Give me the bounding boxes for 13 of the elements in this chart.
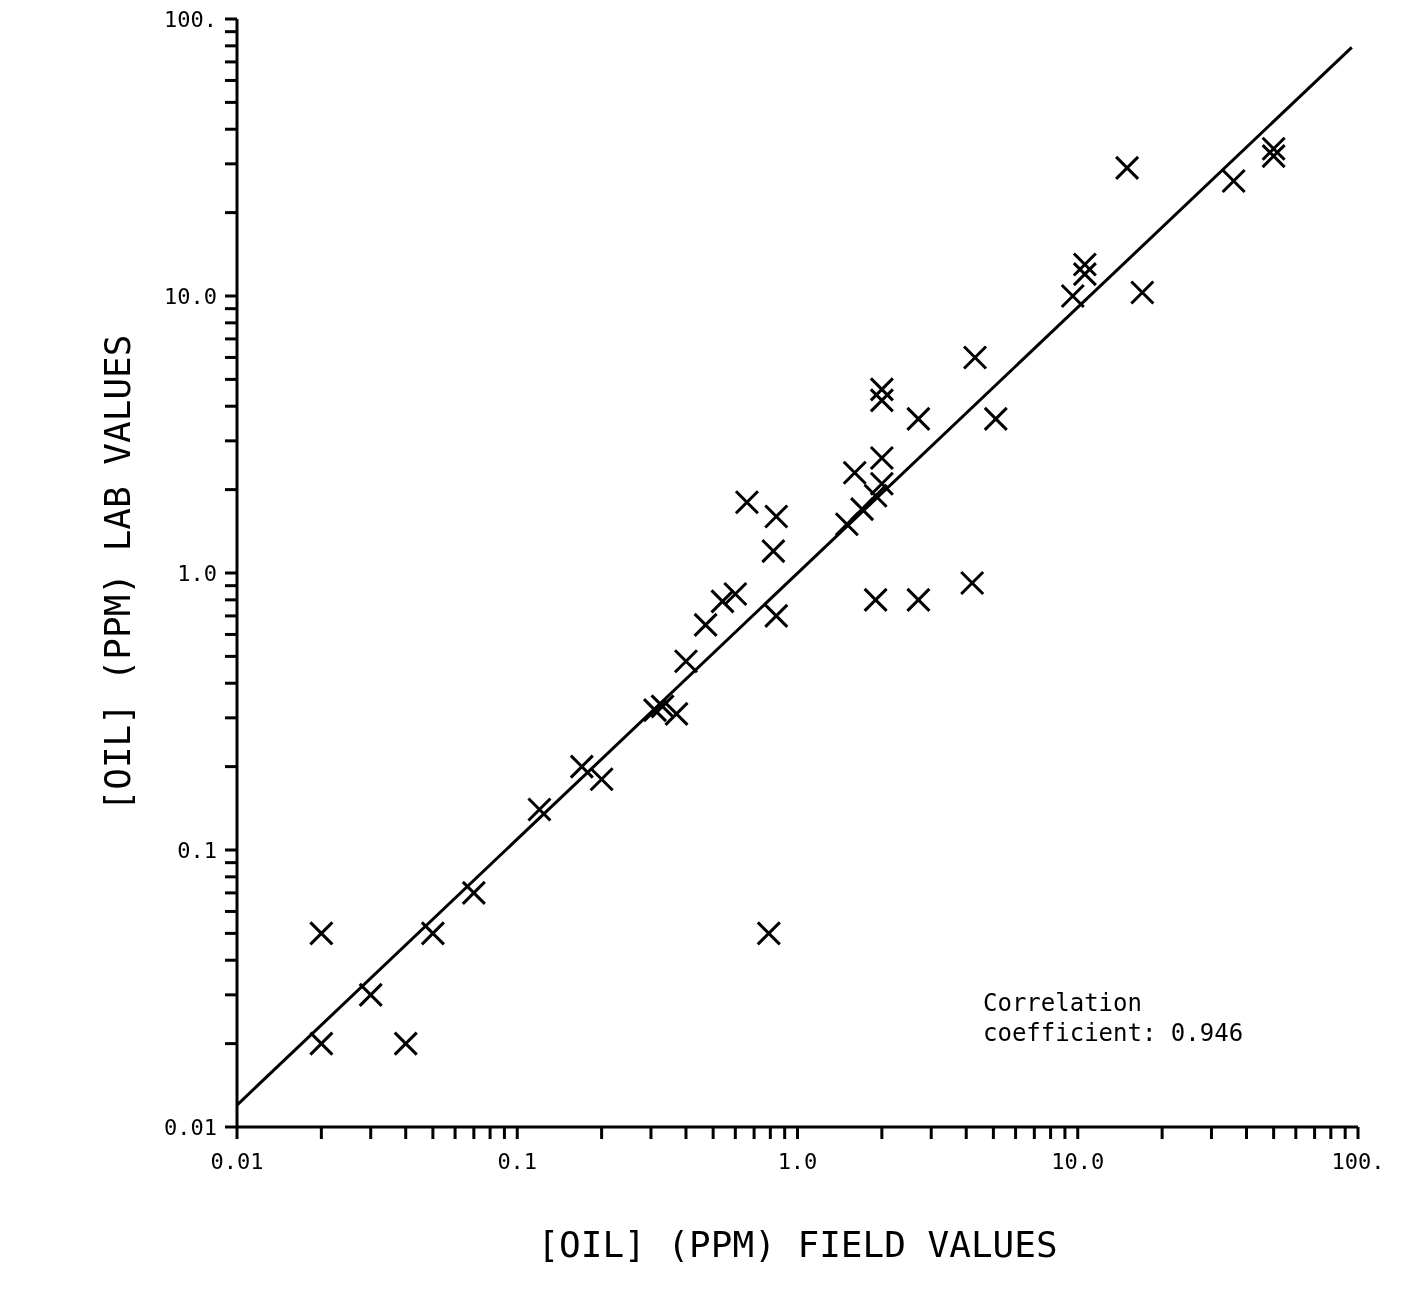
y-tick-label: 100. xyxy=(164,6,217,32)
x-tick-label: 1.0 xyxy=(777,1148,818,1174)
x-tick-label: 0.1 xyxy=(497,1148,538,1174)
annotation: Correlation coefficient: 0.946 xyxy=(983,988,1245,1048)
x-tick-label: 0.01 xyxy=(210,1148,264,1174)
y-tick-label: 0.01 xyxy=(164,1114,217,1140)
y-tick-label: 10.0 xyxy=(164,283,217,309)
y-axis-title: [OIL] (PPM) LAB VALUES xyxy=(96,334,138,812)
x-axis-title: [OIL] (PPM) FIELD VALUES xyxy=(537,1224,1058,1265)
x-tick-label: 100. xyxy=(1331,1148,1385,1174)
y-tick-label: 1.0 xyxy=(177,560,217,586)
x-tick-label: 10.0 xyxy=(1051,1148,1105,1174)
y-tick-label: 0.1 xyxy=(177,837,217,863)
